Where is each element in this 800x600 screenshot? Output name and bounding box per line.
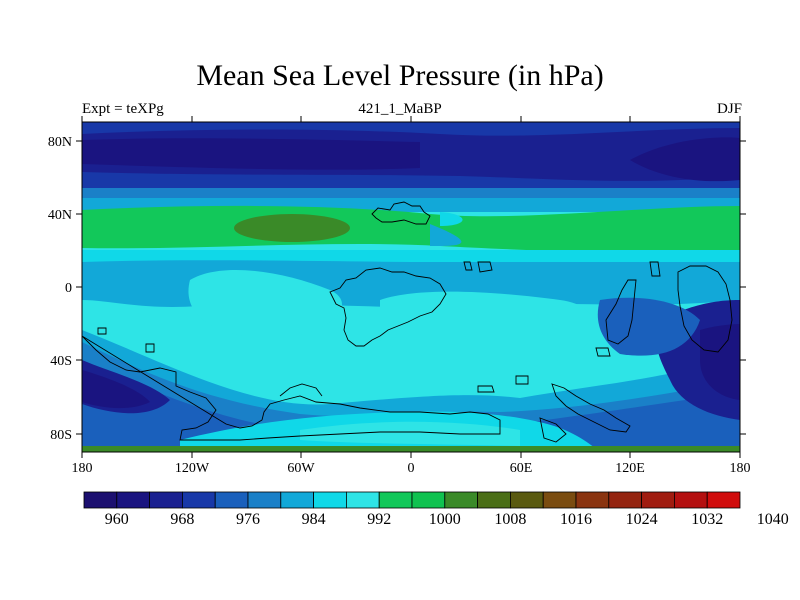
subtropical-gap (430, 224, 462, 246)
coastline-africa-block (329, 267, 447, 347)
colorbar-box (149, 491, 183, 509)
coastline-islet-6 (97, 327, 107, 335)
colorbar-label: 992 (367, 511, 391, 528)
lon-label-0: 0 (408, 461, 415, 476)
coastline-islet-4 (595, 347, 611, 357)
colorbar-box (444, 491, 478, 509)
azores-high-1016 (234, 214, 350, 242)
colorbar-box (378, 491, 413, 509)
antarctic-high-core (300, 421, 520, 446)
colorbar-box (247, 491, 282, 509)
experiment-label: Expt = teXPg (82, 101, 164, 117)
colorbar-box (542, 491, 577, 509)
colorbar-box (411, 491, 446, 509)
lat-label-40n: 40N (48, 208, 72, 223)
lon-ticks (81, 116, 741, 458)
colorbar-labels: 960 968 976 984 992 1000 1008 1016 1024 1032 1040 (105, 511, 789, 528)
colorbar-box (477, 491, 511, 509)
subtropical-high-1008 (82, 205, 740, 253)
coastline-islet-5 (145, 343, 155, 353)
lat-ticks (76, 140, 746, 435)
pressure-field (82, 122, 740, 452)
colorbar-box (345, 491, 380, 509)
south-low-east-960 (700, 324, 740, 400)
colorbar-label: 984 (302, 511, 326, 528)
lat-label-0: 0 (65, 281, 72, 296)
colorbar-box (706, 491, 741, 509)
coastline-islet-9 (539, 417, 567, 443)
colorbar-box (313, 491, 347, 509)
colorbar-label: 968 (170, 511, 194, 528)
coastline-islet-8 (477, 385, 495, 393)
colorbar-label: 1000 (429, 511, 461, 528)
lon-label-60w: 60W (287, 461, 315, 476)
lat-label-80s: 80S (50, 428, 72, 443)
coastline-islet-2 (477, 261, 493, 273)
north-low-960-west (82, 138, 420, 170)
season-label: DJF (716, 101, 742, 117)
colorbar-label: 1008 (494, 511, 526, 528)
coastline-islet-7 (515, 375, 529, 385)
south-low-west-960 (82, 370, 150, 409)
colorbar-box (83, 491, 118, 509)
lon-label-180w: 180 (72, 461, 93, 476)
run-id-label: 421_1_MaBP (358, 101, 442, 117)
coastlines (82, 201, 733, 443)
colorbar-label: 1032 (691, 511, 723, 528)
colorbar-box (575, 491, 610, 509)
north-low-960-east (630, 137, 740, 182)
coastline-peninsula-east (605, 279, 637, 345)
south-pacific-high-1000 (188, 269, 342, 339)
colorbar-box (181, 491, 216, 509)
south-band-east-976 (597, 297, 700, 356)
colorbar-label: 1016 (560, 511, 592, 528)
lon-label-180e: 180 (730, 461, 751, 476)
colorbar-box (674, 491, 708, 509)
colorbar-box (214, 491, 249, 509)
lon-tick-labels: 180 120W 60W 0 60E 120E 180 (72, 461, 751, 476)
coastline-islet-3 (649, 261, 661, 277)
lon-label-60e: 60E (510, 461, 533, 476)
lat-tick-labels: 80N 40N 0 40S 80S (48, 135, 72, 443)
coastline-continent-east (677, 265, 733, 353)
figure-title: Mean Sea Level Pressure (in hPa) (196, 59, 604, 92)
colorbar-label: 1024 (626, 511, 658, 528)
coastline-antarctic-bump (279, 383, 323, 397)
colorbar-box (280, 491, 314, 509)
lon-label-120e: 120E (615, 461, 645, 476)
coastline-north-continent (371, 201, 431, 225)
coastline-antarctic-east (551, 383, 631, 433)
south-indian-high-1000 (380, 291, 594, 365)
coastline-islet-1 (463, 261, 473, 271)
colorbar-box (116, 491, 151, 509)
colorbar-box (509, 491, 544, 509)
colorbar-label: 976 (236, 511, 260, 528)
subtropical-gap-light (440, 212, 463, 226)
south-pole-strip (82, 446, 740, 452)
colorbar-label: 960 (105, 511, 129, 528)
lat-label-80n: 80N (48, 135, 72, 150)
colorbar-label: 1040 (757, 511, 789, 528)
colorbar-box (608, 491, 642, 509)
colorbar (83, 491, 741, 509)
colorbar-box (641, 491, 675, 509)
lon-label-120w: 120W (175, 461, 210, 476)
coastline-antarctic-west (82, 335, 501, 441)
lat-label-40s: 40S (50, 354, 72, 369)
